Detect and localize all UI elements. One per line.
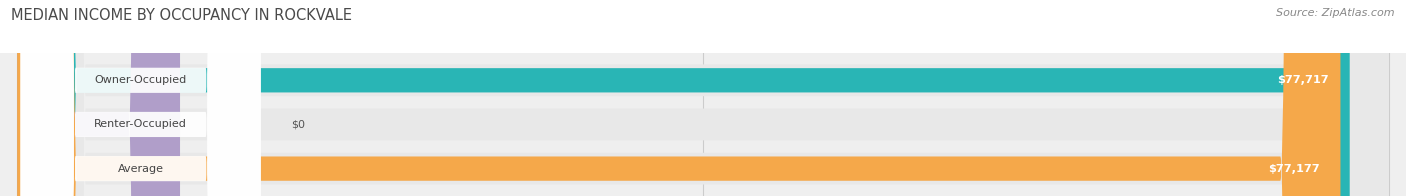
- Text: $77,717: $77,717: [1278, 75, 1329, 85]
- Text: Source: ZipAtlas.com: Source: ZipAtlas.com: [1277, 8, 1395, 18]
- Text: Owner-Occupied: Owner-Occupied: [94, 75, 187, 85]
- FancyBboxPatch shape: [21, 0, 260, 196]
- Text: Average: Average: [118, 164, 163, 174]
- Text: Renter-Occupied: Renter-Occupied: [94, 119, 187, 130]
- FancyBboxPatch shape: [17, 0, 1389, 196]
- Text: $77,177: $77,177: [1268, 164, 1320, 174]
- FancyBboxPatch shape: [17, 0, 1389, 196]
- Text: MEDIAN INCOME BY OCCUPANCY IN ROCKVALE: MEDIAN INCOME BY OCCUPANCY IN ROCKVALE: [11, 8, 353, 23]
- FancyBboxPatch shape: [17, 0, 1340, 196]
- Text: $0: $0: [291, 119, 305, 130]
- FancyBboxPatch shape: [17, 0, 1350, 196]
- FancyBboxPatch shape: [21, 0, 260, 196]
- FancyBboxPatch shape: [21, 0, 260, 196]
- FancyBboxPatch shape: [17, 0, 1389, 196]
- FancyBboxPatch shape: [17, 0, 180, 196]
